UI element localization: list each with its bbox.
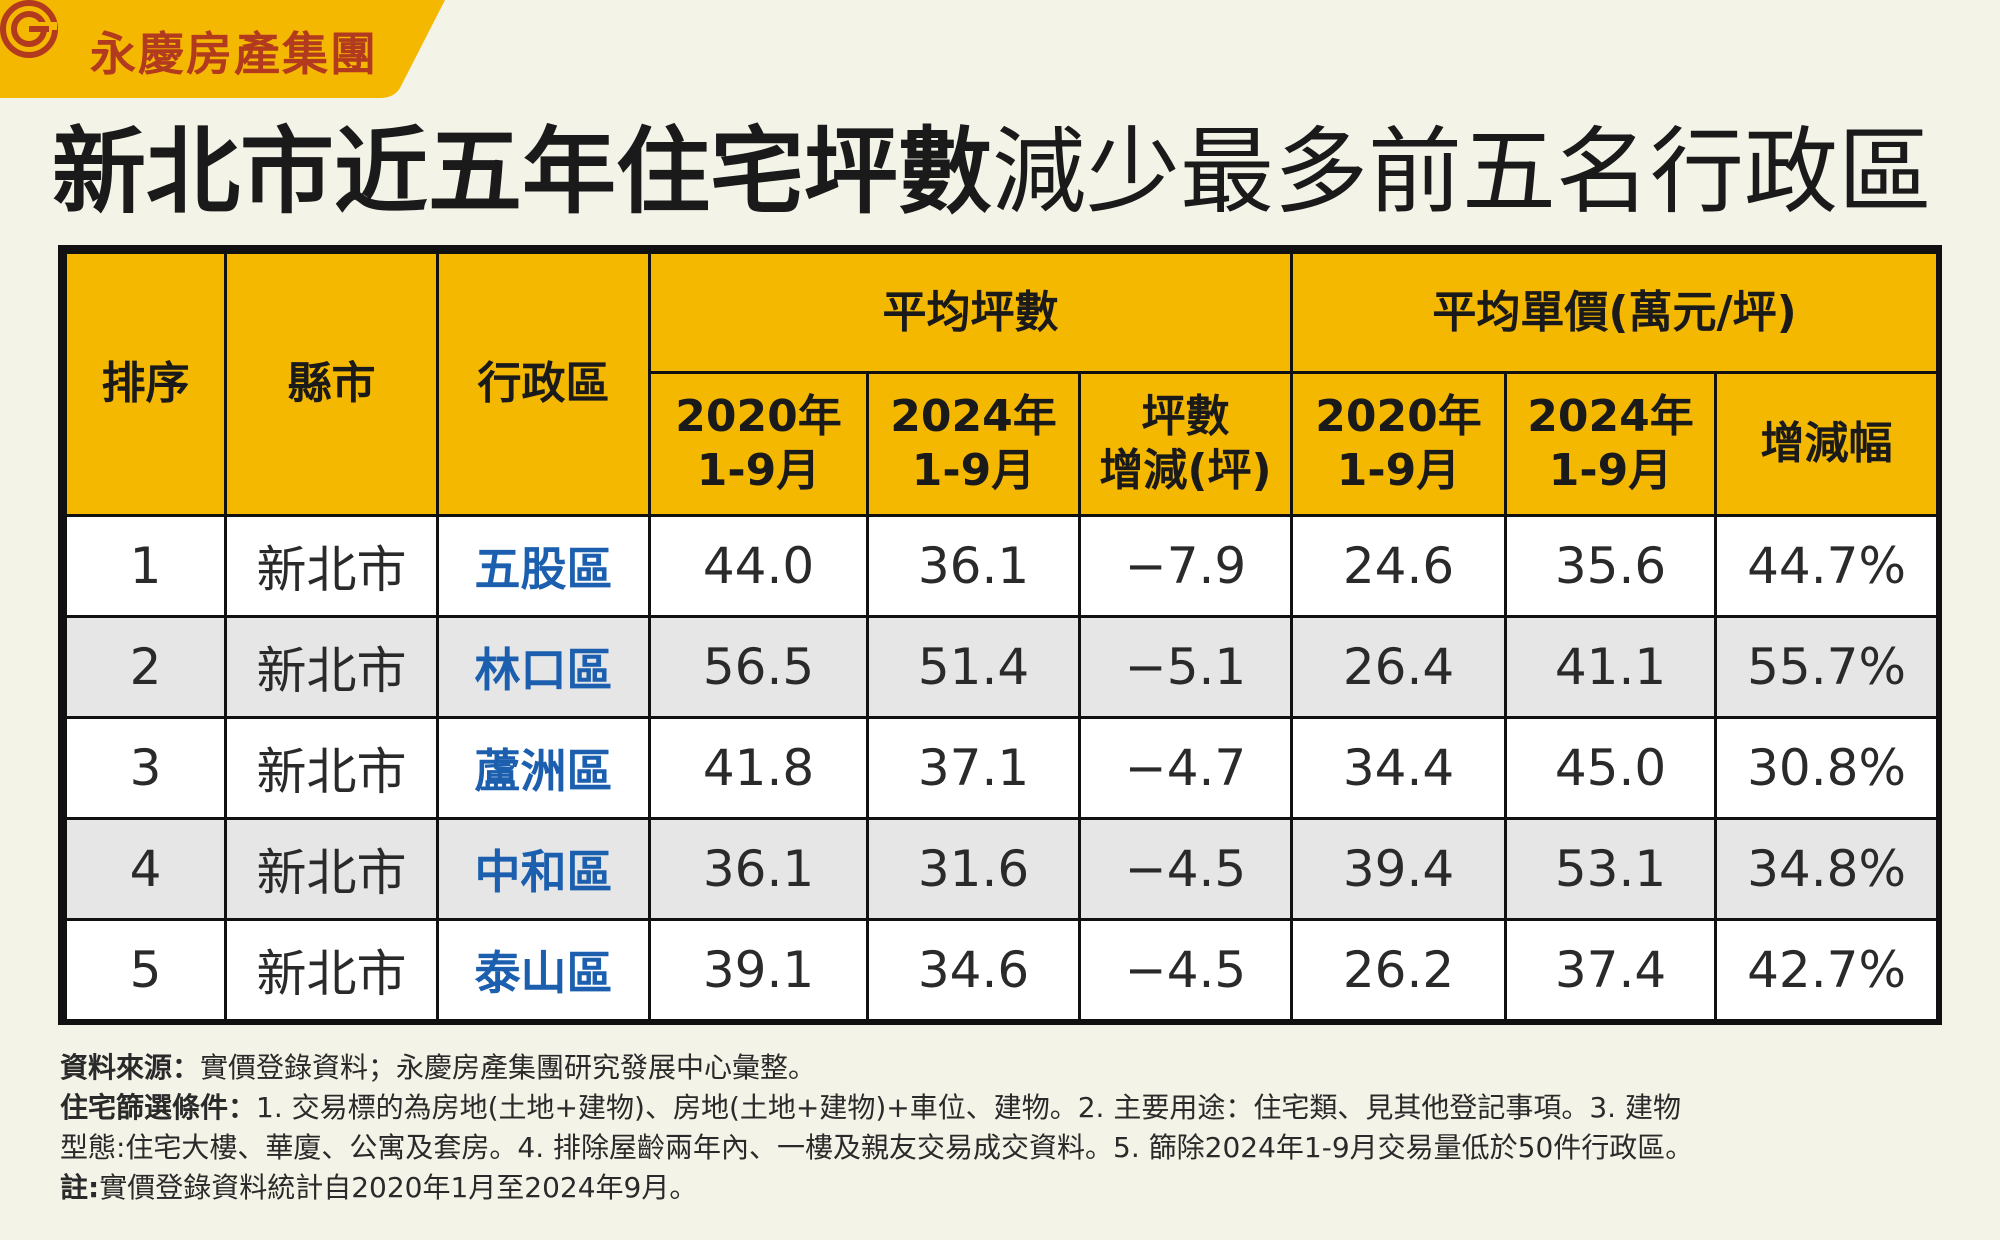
cell-price-2024: 37.4 (1504, 918, 1718, 1022)
cell-area-change: −4.5 (1077, 817, 1294, 921)
title-bold-part: 新北市近五年住宅坪數 (52, 118, 993, 227)
cell-rank: 3 (64, 716, 227, 820)
cell-rank: 5 (64, 918, 227, 1022)
cell-area-change: −7.9 (1077, 514, 1294, 618)
cell-district: 泰山區 (436, 918, 651, 1022)
logo-tab-shape (0, 0, 445, 98)
cell-city: 新北市 (224, 817, 439, 921)
data-table-frame: 排序 縣市 行政區 平均坪數 平均單價(萬元/坪) 2020年 1-9月 2024… (58, 245, 1942, 1025)
header-price-2020: 2020年 1-9月 (1290, 371, 1508, 517)
criteria-text-1: 1. 交易標的為房地(土地+建物)、房地(土地+建物)+車位、建物。2. 主要用… (256, 1091, 1681, 1124)
header-city: 縣市 (224, 251, 439, 517)
cell-area-2024: 37.1 (866, 716, 1081, 820)
table-row: 2 新北市 林口區 56.5 51.4 −5.1 26.4 41.1 55.7% (64, 615, 1940, 719)
cell-area-2020: 44.0 (648, 514, 869, 618)
cell-price-change: 44.7% (1714, 514, 1940, 618)
cell-price-change: 55.7% (1714, 615, 1940, 719)
cell-area-change: −4.7 (1077, 716, 1294, 820)
header-area-2024-line2: 1-9月 (911, 445, 1036, 496)
header-group-price: 平均單價(萬元/坪) (1290, 251, 1940, 374)
header-area-2020: 2020年 1-9月 (648, 371, 869, 517)
criteria-label: 住宅篩選條件： (60, 1091, 257, 1124)
cell-price-2020: 26.2 (1290, 918, 1508, 1022)
note-label: 註: (60, 1171, 100, 1204)
source-label: 資料來源： (60, 1051, 201, 1084)
cell-rank: 1 (64, 514, 227, 618)
cell-area-2024: 34.6 (866, 918, 1081, 1022)
period-note: 註:實價登錄資料統計自2020年1月至2024年9月。 (60, 1168, 1960, 1208)
brand-logo-tab: 永慶房產集團 (0, 0, 450, 100)
cell-city: 新北市 (224, 716, 439, 820)
cell-district: 蘆洲區 (436, 716, 651, 820)
table-row: 1 新北市 五股區 44.0 36.1 −7.9 24.6 35.6 44.7% (64, 514, 1940, 618)
source-note: 資料來源：實價登錄資料；永慶房產集團研究發展中心彙整。 (60, 1048, 1960, 1088)
cell-price-2024: 53.1 (1504, 817, 1718, 921)
cell-area-2024: 31.6 (866, 817, 1081, 921)
cell-area-2020: 36.1 (648, 817, 869, 921)
cell-district: 五股區 (436, 514, 651, 618)
data-table: 排序 縣市 行政區 平均坪數 平均單價(萬元/坪) 2020年 1-9月 2024… (64, 251, 1940, 1022)
header-price-2024-line2: 1-9月 (1548, 445, 1673, 496)
note-text: 實價登錄資料統計自2020年1月至2024年9月。 (99, 1171, 698, 1204)
table-row: 4 新北市 中和區 36.1 31.6 −4.5 39.4 53.1 34.8% (64, 817, 1940, 921)
header-group-area: 平均坪數 (647, 251, 1294, 374)
cell-price-change: 42.7% (1714, 918, 1940, 1022)
header-area-2020-line2: 1-9月 (696, 445, 821, 496)
cell-area-2020: 39.1 (648, 918, 869, 1022)
cell-price-2024: 41.1 (1504, 615, 1718, 719)
brand-logo-icon (0, 0, 58, 58)
footnotes: 資料來源：實價登錄資料；永慶房產集團研究發展中心彙整。 住宅篩選條件：1. 交易… (60, 1048, 1960, 1208)
cell-area-2024: 36.1 (866, 514, 1081, 618)
cell-area-change: −4.5 (1077, 918, 1294, 1022)
header-area-change: 坪數 增減(坪) (1077, 371, 1294, 517)
table-row: 3 新北市 蘆洲區 41.8 37.1 −4.7 34.4 45.0 30.8% (64, 716, 1940, 820)
header-area-2024-line1: 2024年 (890, 391, 1057, 442)
header-rank: 排序 (64, 251, 227, 517)
cell-area-2020: 41.8 (648, 716, 869, 820)
source-text: 實價登錄資料；永慶房產集團研究發展中心彙整。 (200, 1051, 817, 1084)
header-district: 行政區 (436, 251, 651, 517)
cell-area-2024: 51.4 (866, 615, 1081, 719)
criteria-note-cont: 型態:住宅大樓、華廈、公寓及套房。4. 排除屋齡兩年內、一樓及親友交易成交資料。… (60, 1128, 1960, 1168)
header-price-2020-line1: 2020年 (1315, 391, 1482, 442)
cell-district: 中和區 (436, 817, 651, 921)
cell-price-2020: 26.4 (1290, 615, 1508, 719)
cell-district: 林口區 (436, 615, 651, 719)
cell-price-2024: 45.0 (1504, 716, 1718, 820)
header-price-2024-line1: 2024年 (1527, 391, 1694, 442)
header-area-change-line1: 坪數 (1141, 391, 1230, 442)
brand-name: 永慶房產集團 (90, 27, 378, 81)
cell-city: 新北市 (224, 615, 439, 719)
cell-price-change: 30.8% (1714, 716, 1940, 820)
header-area-change-line2: 增減(坪) (1099, 445, 1272, 496)
header-price-2020-line2: 1-9月 (1336, 445, 1461, 496)
cell-price-change: 34.8% (1714, 817, 1940, 921)
cell-rank: 2 (64, 615, 227, 719)
header-area-2020-line1: 2020年 (675, 391, 842, 442)
cell-city: 新北市 (224, 918, 439, 1022)
page-title: 新北市近五年住宅坪數減少最多前五名行政區 (52, 118, 1932, 228)
cell-price-2020: 39.4 (1290, 817, 1508, 921)
header-price-change: 增減幅 (1714, 371, 1940, 517)
header-area-2024: 2024年 1-9月 (866, 371, 1081, 517)
title-light-part: 減少最多前五名行政區 (992, 118, 1933, 227)
cell-price-2020: 34.4 (1290, 716, 1508, 820)
cell-price-2024: 35.6 (1504, 514, 1718, 618)
cell-city: 新北市 (224, 514, 439, 618)
cell-price-2020: 24.6 (1290, 514, 1508, 618)
table-row: 5 新北市 泰山區 39.1 34.6 −4.5 26.2 37.4 42.7% (64, 918, 1940, 1022)
cell-rank: 4 (64, 817, 227, 921)
criteria-note: 住宅篩選條件：1. 交易標的為房地(土地+建物)、房地(土地+建物)+車位、建物… (60, 1088, 1960, 1128)
header-price-2024: 2024年 1-9月 (1504, 371, 1718, 517)
cell-area-change: −5.1 (1077, 615, 1294, 719)
criteria-text-2: 型態:住宅大樓、華廈、公寓及套房。4. 排除屋齡兩年內、一樓及親友交易成交資料。… (60, 1131, 1694, 1164)
cell-area-2020: 56.5 (648, 615, 869, 719)
